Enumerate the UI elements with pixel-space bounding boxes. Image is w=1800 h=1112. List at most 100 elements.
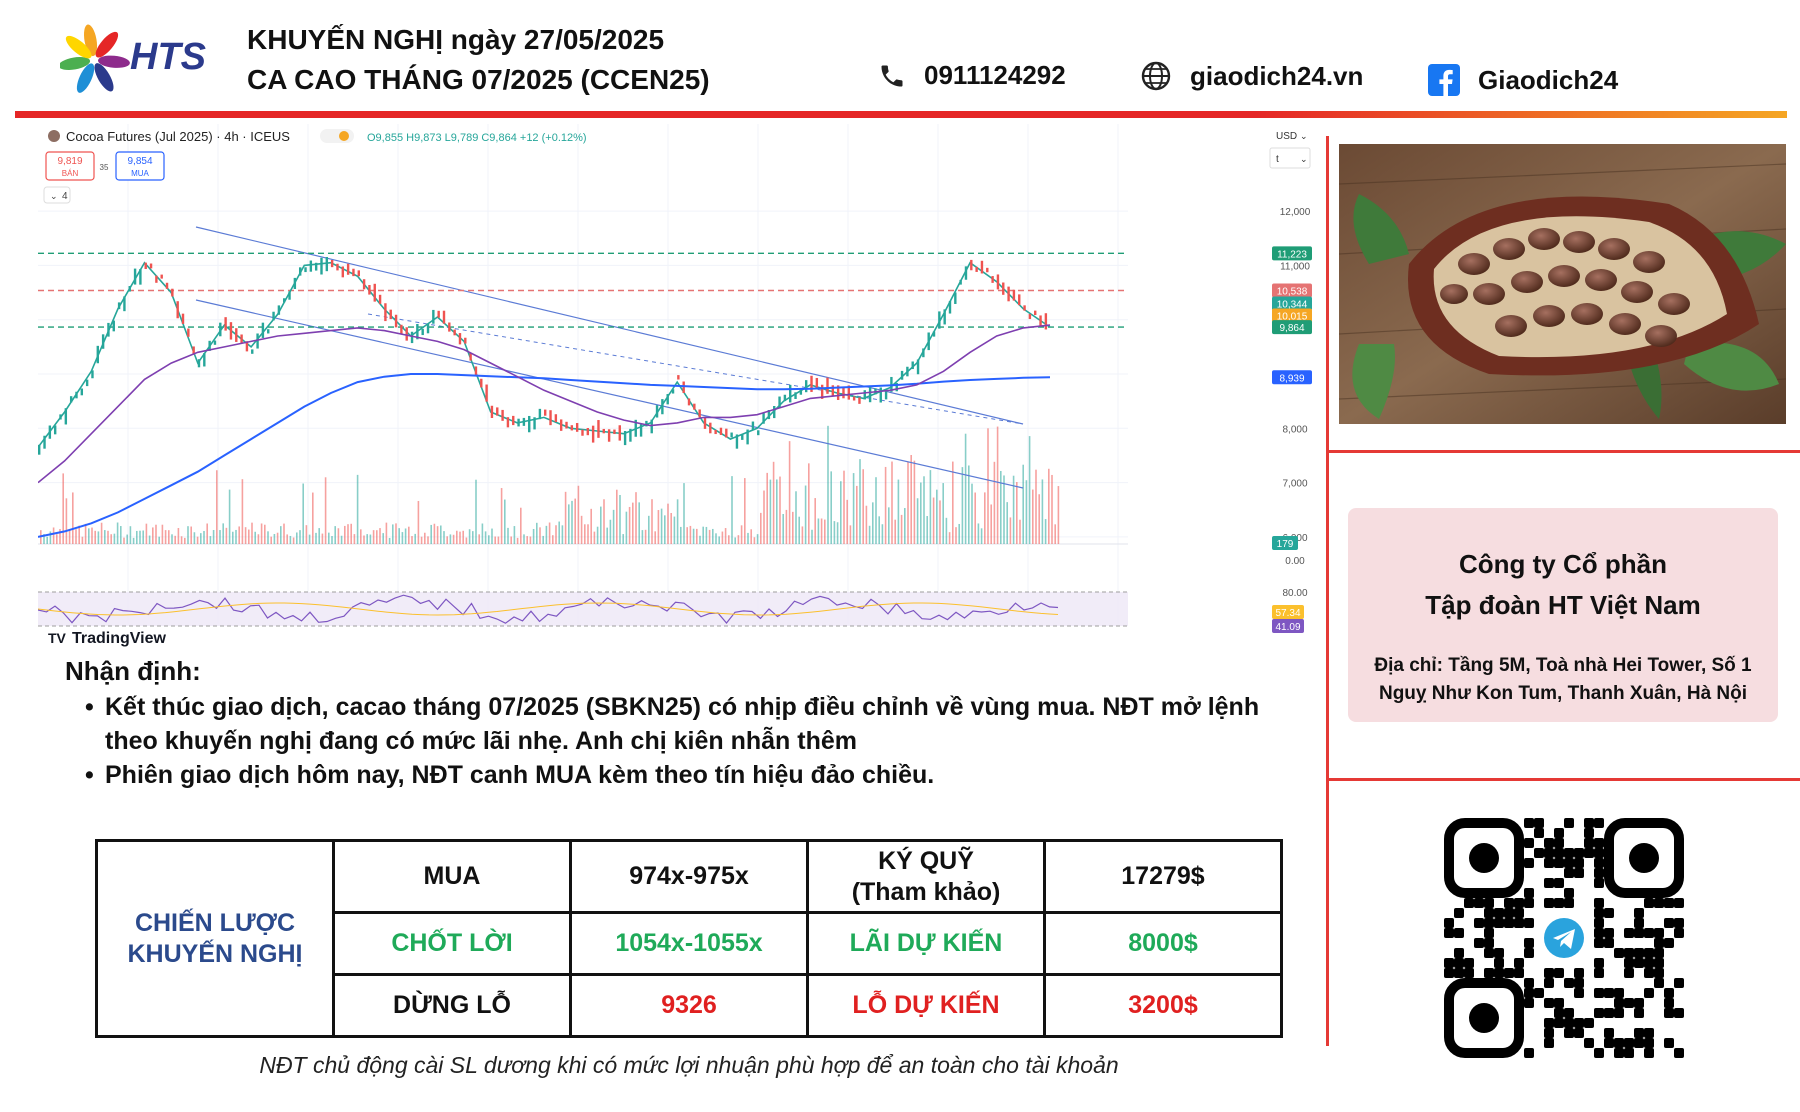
candle bbox=[346, 263, 350, 275]
volume-bar bbox=[299, 530, 301, 544]
qr-module bbox=[1554, 858, 1564, 868]
candle bbox=[852, 396, 856, 401]
volume-bar bbox=[472, 531, 474, 544]
candle bbox=[384, 303, 387, 322]
volume-bar bbox=[824, 519, 826, 544]
volume-bar bbox=[644, 529, 647, 544]
qr-module bbox=[1604, 908, 1614, 918]
candle bbox=[645, 420, 648, 427]
volume-bar bbox=[504, 499, 506, 544]
candle bbox=[687, 398, 691, 406]
candle bbox=[448, 322, 451, 332]
margin-label: KÝ QUỸ (Tham khảo) bbox=[806, 839, 1046, 914]
candle bbox=[123, 296, 126, 312]
volume-bar bbox=[532, 528, 535, 544]
candle bbox=[820, 384, 824, 399]
candle bbox=[400, 324, 403, 334]
price-badge-label: 11,223 bbox=[1277, 249, 1307, 260]
buy-label: MUA bbox=[332, 839, 572, 914]
buy-label: MUA bbox=[131, 169, 149, 178]
candle bbox=[602, 428, 605, 434]
volume-bar bbox=[712, 528, 714, 544]
volume-bar bbox=[353, 534, 356, 544]
qr-module bbox=[1634, 998, 1644, 1008]
volume-bar bbox=[817, 518, 820, 544]
candle bbox=[267, 329, 270, 334]
candle bbox=[943, 309, 946, 325]
qr-module bbox=[1614, 1038, 1624, 1048]
volume-bar bbox=[110, 534, 112, 544]
volume-bar bbox=[667, 503, 669, 544]
volume-bar bbox=[577, 485, 580, 544]
currency-select[interactable]: USD ⌄ bbox=[1270, 126, 1310, 144]
volume-bar bbox=[216, 470, 218, 544]
volume-bar bbox=[945, 517, 948, 544]
volume-bar bbox=[404, 528, 407, 544]
candle bbox=[927, 332, 930, 351]
qr-module bbox=[1564, 1008, 1574, 1018]
volume-bar bbox=[174, 535, 176, 544]
phone-contact[interactable]: 0911124292 bbox=[878, 60, 1066, 91]
qr-module bbox=[1544, 968, 1554, 978]
volume-bar bbox=[308, 534, 311, 544]
volume-bar bbox=[436, 526, 439, 544]
qr-module bbox=[1494, 948, 1504, 958]
candle bbox=[671, 389, 675, 394]
indicator-toggle[interactable]: ⌄ 4 bbox=[43, 186, 71, 204]
volume-bar bbox=[155, 524, 157, 544]
volume-bar bbox=[942, 483, 944, 544]
volume-bar bbox=[750, 529, 752, 544]
buy-button[interactable]: 9,854 MUA bbox=[115, 151, 165, 181]
volume-bar bbox=[267, 531, 269, 544]
volume-bar bbox=[708, 529, 711, 544]
volume-bar bbox=[840, 481, 842, 544]
volume-bar bbox=[926, 516, 928, 544]
candle bbox=[533, 417, 536, 430]
volume-bar bbox=[1051, 474, 1053, 544]
candle bbox=[240, 334, 243, 344]
qr-module bbox=[1594, 858, 1604, 868]
volume-bar bbox=[910, 455, 912, 544]
volume-bar bbox=[222, 523, 224, 544]
volume-bar bbox=[523, 534, 525, 544]
price-chart[interactable]: 12,00011,0008,0007,0006,00011,22310,5381… bbox=[37, 124, 1320, 654]
telegram-icon bbox=[1544, 918, 1584, 958]
website-link[interactable]: giaodich24.vn bbox=[1190, 60, 1364, 91]
price-badge bbox=[1272, 246, 1312, 261]
volume-bar bbox=[1019, 519, 1021, 544]
series-line bbox=[37, 324, 1051, 484]
candle bbox=[815, 377, 819, 388]
volume-bar bbox=[718, 536, 720, 544]
candle bbox=[272, 311, 275, 321]
telegram-qr-code[interactable] bbox=[1444, 818, 1684, 1058]
volume-bar bbox=[766, 472, 768, 544]
candle bbox=[149, 263, 153, 269]
volume-bar bbox=[478, 534, 480, 544]
qr-module bbox=[1634, 918, 1644, 928]
volume-badge bbox=[1272, 536, 1298, 550]
facebook-contact[interactable]: Giaodich24 bbox=[1428, 64, 1618, 96]
candle bbox=[517, 418, 520, 427]
volume-badge-label: 179 bbox=[1277, 539, 1294, 550]
sell-button[interactable]: 9,819 BÁN bbox=[45, 151, 95, 181]
qr-module bbox=[1594, 878, 1604, 888]
candle bbox=[613, 429, 616, 435]
expected-profit-value: 8000$ bbox=[1043, 911, 1283, 976]
volume-bar bbox=[430, 524, 432, 544]
volume-bar bbox=[456, 530, 458, 544]
qr-module bbox=[1564, 868, 1574, 878]
candle bbox=[682, 381, 685, 393]
qr-module bbox=[1654, 948, 1664, 958]
volume-bar bbox=[145, 523, 148, 544]
qr-module bbox=[1654, 938, 1664, 948]
volume-bar bbox=[321, 533, 324, 544]
volume-bar bbox=[1025, 480, 1028, 544]
facebook-link[interactable]: Giaodich24 bbox=[1478, 64, 1619, 95]
rsi-badge bbox=[1272, 605, 1304, 619]
price-axis: 12,00011,0008,0007,0006,00011,22310,5381… bbox=[1272, 207, 1312, 633]
website-contact[interactable]: giaodich24.vn bbox=[1140, 60, 1363, 92]
candle bbox=[528, 415, 531, 433]
volume-bar bbox=[65, 498, 68, 544]
scale-mode-select[interactable]: t ⌄ bbox=[1269, 147, 1311, 169]
qr-module bbox=[1534, 988, 1544, 998]
